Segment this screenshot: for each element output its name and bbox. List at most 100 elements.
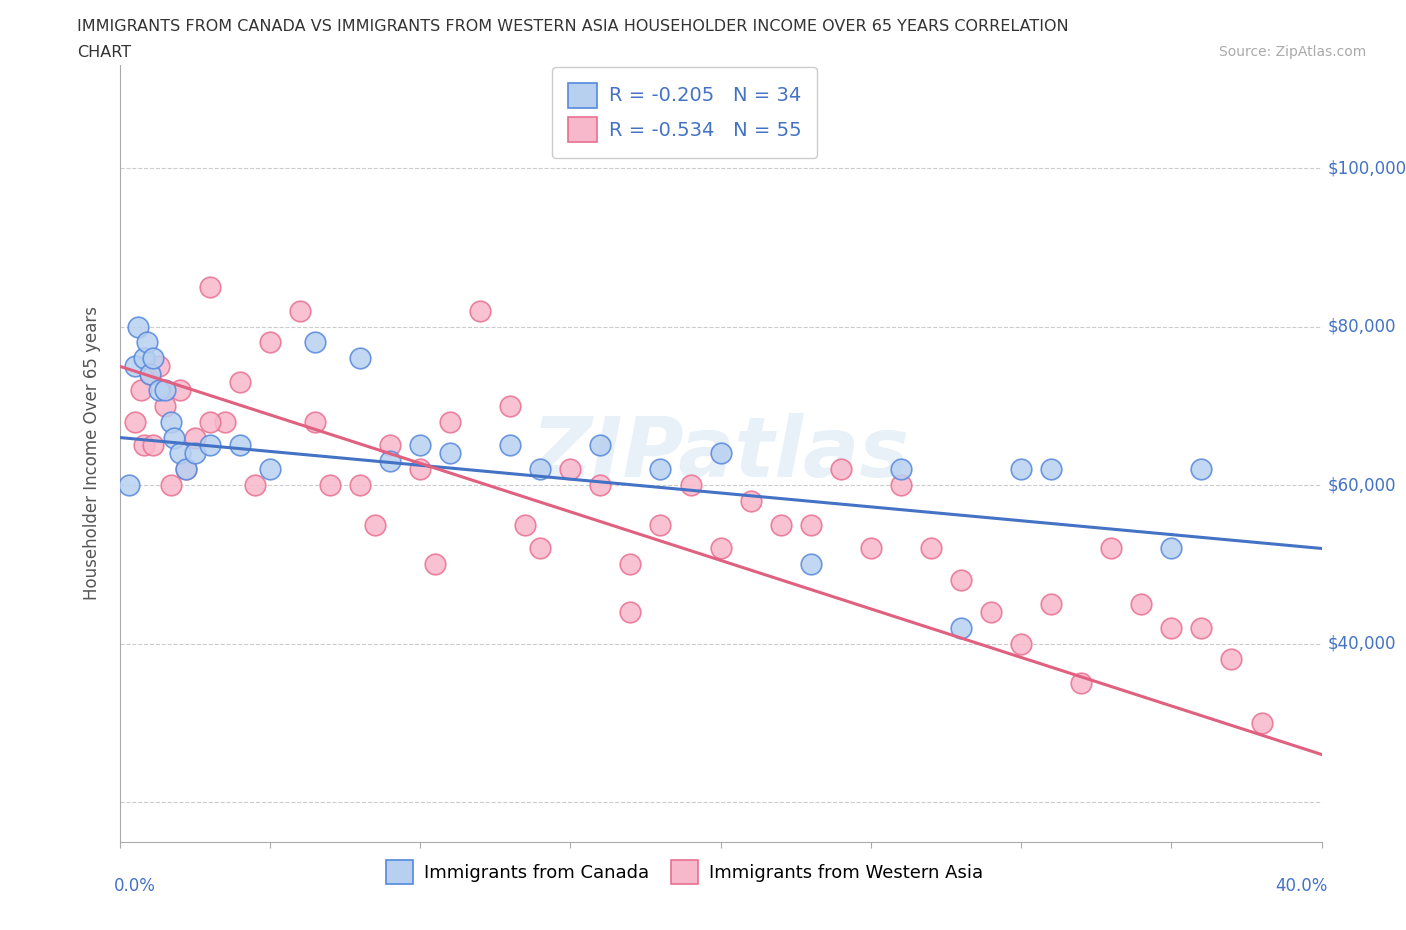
Point xyxy=(800,557,823,572)
Point xyxy=(709,446,731,461)
Point xyxy=(183,430,205,445)
Text: Source: ZipAtlas.com: Source: ZipAtlas.com xyxy=(1219,45,1367,59)
Point xyxy=(560,462,582,477)
Point xyxy=(439,414,461,429)
Point xyxy=(132,351,155,365)
Point xyxy=(409,462,432,477)
Point xyxy=(650,517,672,532)
Point xyxy=(228,375,252,390)
Point xyxy=(142,438,165,453)
Point xyxy=(589,478,612,493)
Point xyxy=(740,494,762,509)
Point xyxy=(159,478,181,493)
Point xyxy=(409,438,432,453)
Point xyxy=(132,438,155,453)
Point xyxy=(679,478,702,493)
Point xyxy=(1040,462,1063,477)
Point xyxy=(135,335,157,350)
Point xyxy=(1130,596,1153,611)
Point xyxy=(159,414,181,429)
Point xyxy=(142,351,165,365)
Text: CHART: CHART xyxy=(77,45,131,60)
Point xyxy=(890,478,912,493)
Point xyxy=(515,517,537,532)
Point xyxy=(470,303,492,318)
Text: $60,000: $60,000 xyxy=(1327,476,1396,494)
Point xyxy=(769,517,792,532)
Point xyxy=(1189,620,1212,635)
Point xyxy=(378,438,401,453)
Point xyxy=(709,541,731,556)
Point xyxy=(124,359,146,374)
Point xyxy=(153,398,176,413)
Point xyxy=(127,319,149,334)
Point xyxy=(162,430,184,445)
Point xyxy=(529,541,551,556)
Text: 0.0%: 0.0% xyxy=(114,877,156,895)
Point xyxy=(138,366,160,381)
Point xyxy=(259,462,281,477)
Point xyxy=(950,573,973,588)
Point xyxy=(619,557,641,572)
Y-axis label: Householder Income Over 65 years: Householder Income Over 65 years xyxy=(83,306,101,601)
Point xyxy=(1250,715,1272,730)
Point xyxy=(378,454,401,469)
Point xyxy=(1189,462,1212,477)
Point xyxy=(529,462,551,477)
Point xyxy=(169,446,191,461)
Point xyxy=(243,478,266,493)
Point xyxy=(117,478,139,493)
Point xyxy=(499,398,522,413)
Point xyxy=(304,335,326,350)
Point xyxy=(650,462,672,477)
Point xyxy=(950,620,973,635)
Point xyxy=(169,382,191,397)
Point xyxy=(148,359,170,374)
Point xyxy=(129,382,152,397)
Point xyxy=(319,478,342,493)
Point xyxy=(1010,636,1032,651)
Point xyxy=(304,414,326,429)
Legend: Immigrants from Canada, Immigrants from Western Asia: Immigrants from Canada, Immigrants from … xyxy=(378,853,990,891)
Text: 40.0%: 40.0% xyxy=(1275,877,1327,895)
Point xyxy=(439,446,461,461)
Point xyxy=(349,351,371,365)
Text: IMMIGRANTS FROM CANADA VS IMMIGRANTS FROM WESTERN ASIA HOUSEHOLDER INCOME OVER 6: IMMIGRANTS FROM CANADA VS IMMIGRANTS FRO… xyxy=(77,19,1069,33)
Point xyxy=(198,414,221,429)
Point xyxy=(198,280,221,295)
Point xyxy=(364,517,387,532)
Point xyxy=(349,478,371,493)
Point xyxy=(1099,541,1122,556)
Point xyxy=(228,438,252,453)
Point xyxy=(589,438,612,453)
Point xyxy=(920,541,942,556)
Point xyxy=(1160,541,1182,556)
Point xyxy=(1160,620,1182,635)
Point xyxy=(198,438,221,453)
Text: $80,000: $80,000 xyxy=(1327,317,1396,336)
Point xyxy=(153,382,176,397)
Point xyxy=(859,541,882,556)
Point xyxy=(214,414,236,429)
Point xyxy=(800,517,823,532)
Point xyxy=(259,335,281,350)
Point xyxy=(124,414,146,429)
Point xyxy=(423,557,446,572)
Point xyxy=(499,438,522,453)
Point xyxy=(138,366,160,381)
Point xyxy=(1010,462,1032,477)
Point xyxy=(174,462,197,477)
Text: ZIPatlas: ZIPatlas xyxy=(531,413,910,494)
Point xyxy=(890,462,912,477)
Point xyxy=(1220,652,1243,667)
Point xyxy=(1070,676,1092,691)
Text: $40,000: $40,000 xyxy=(1327,634,1396,653)
Point xyxy=(1040,596,1063,611)
Point xyxy=(619,604,641,619)
Point xyxy=(830,462,852,477)
Point xyxy=(288,303,311,318)
Point xyxy=(148,382,170,397)
Text: $100,000: $100,000 xyxy=(1327,159,1406,177)
Point xyxy=(980,604,1002,619)
Point xyxy=(183,446,205,461)
